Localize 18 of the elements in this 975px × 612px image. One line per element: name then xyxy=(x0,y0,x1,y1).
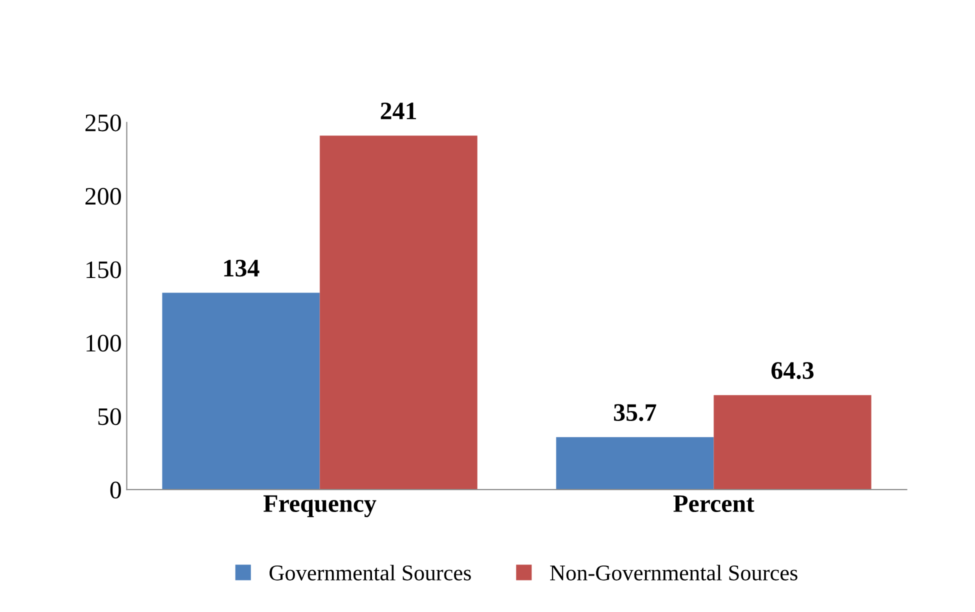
bar xyxy=(714,395,872,490)
x-tick-label: Percent xyxy=(673,495,754,512)
data-label: 134 xyxy=(224,260,260,277)
y-tick-label: 150 xyxy=(86,261,121,278)
y-tick-label: 100 xyxy=(86,334,121,352)
y-tick-label: 250 xyxy=(85,114,121,132)
y-tick-label: 200 xyxy=(85,188,121,205)
bar xyxy=(320,136,478,490)
bar xyxy=(162,292,320,490)
data-label: 241 xyxy=(380,102,416,120)
bar xyxy=(556,437,714,490)
legend-label: Non-Governmental Sources xyxy=(550,564,798,580)
x-tick-label: Frequency xyxy=(263,495,376,518)
y-tick-label: 0 xyxy=(110,482,121,499)
legend-label: Governmental Sources xyxy=(270,564,471,580)
data-label: 35.7 xyxy=(614,404,656,422)
data-label: 64.3 xyxy=(771,362,814,380)
y-tick-label: 50 xyxy=(98,408,121,426)
